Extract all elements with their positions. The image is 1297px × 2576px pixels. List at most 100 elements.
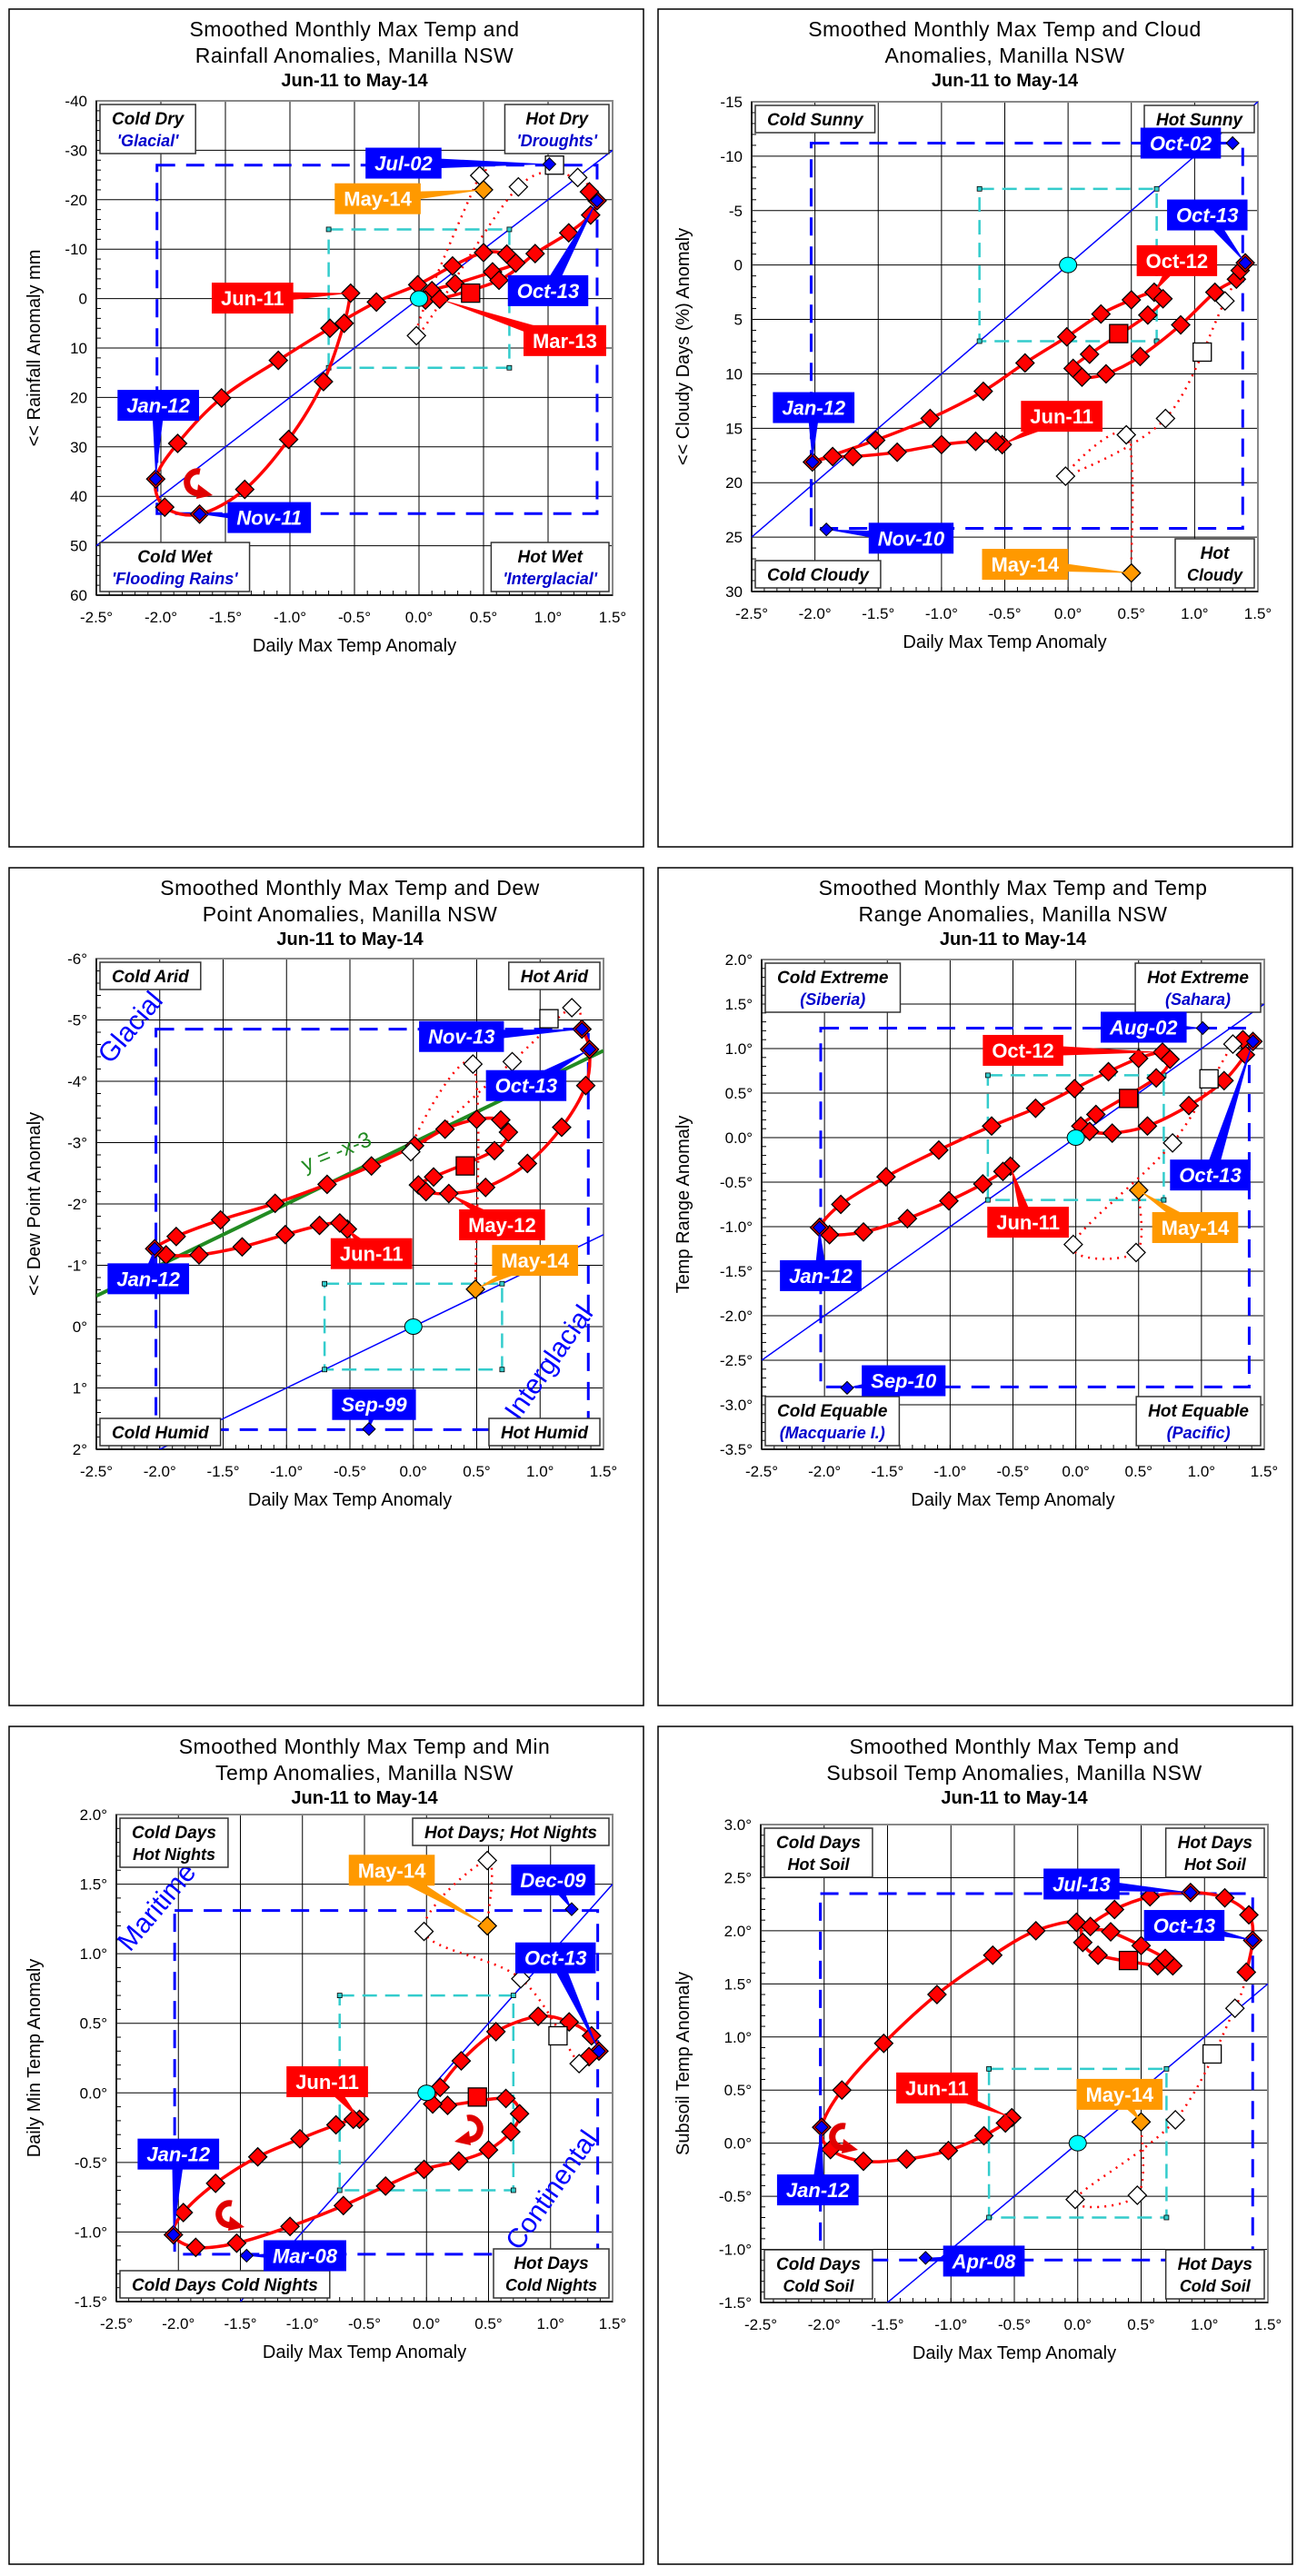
quadrant-title: Hot Arid (521, 968, 589, 987)
callout-box (286, 2066, 368, 2098)
quadrant-title: Hot Sunny (1156, 111, 1243, 130)
normal-box-corner (336, 2187, 343, 2193)
smoothed-point (415, 1181, 436, 1202)
quadrant-label-bl: Cold Equable (Macquarie I.) (764, 1396, 901, 1447)
quadrant-label-tr: Hot Dry 'Droughts' (504, 104, 610, 154)
x-tick-label: -2.0° (799, 605, 832, 622)
callout-box (862, 1365, 946, 1397)
x-tick-label: -2.5° (100, 2315, 133, 2332)
quadrant-box (99, 961, 202, 990)
callout-box (511, 1864, 595, 1895)
quadrant-subtitle: (Sahara) (1165, 990, 1231, 1009)
smoothed-point (466, 1109, 487, 1129)
y-tick-label: 60 (70, 587, 87, 604)
normal-box-corner (986, 2214, 993, 2221)
callout-blue: Jan-12 (773, 392, 855, 470)
callout-red: Jun-11 (896, 2072, 1013, 2118)
chart-title-line: Range Anomalies, Manilla NSW (859, 902, 1168, 926)
direction-arrowhead-icon (196, 484, 213, 499)
y-tick-label: 2.0° (724, 1923, 752, 1940)
quadrant-title: Cold Extreme (777, 969, 889, 988)
smoothed-point (993, 1161, 1013, 1182)
callout-label: Apr-08 (952, 2250, 1016, 2273)
callout-blue: Jan-12 (780, 1220, 862, 1291)
record-extreme-point (1183, 1885, 1198, 1900)
chart-title-line: Smoothed Monthly Max Temp and (849, 1735, 1179, 1758)
smoothed-point (443, 255, 463, 276)
record-extreme-point (542, 156, 557, 172)
callout-label: Jun-11 (295, 2071, 359, 2094)
callout-box (987, 1207, 1069, 1238)
callout-box (332, 1388, 416, 1420)
y-tick-label: -10 (65, 241, 87, 258)
provisional-point (508, 176, 529, 197)
callout-pointer (152, 404, 165, 480)
x-axis-label: Daily Max Temp Anomaly (248, 1490, 452, 1510)
chart-svg: Smoothed Monthly Max Temp and Subsoil Tem… (657, 1726, 1293, 2565)
x-tick-label: 0.5° (463, 1463, 490, 1480)
callout-label: Oct-13 (1176, 204, 1238, 227)
quadrant-label-br: Hot Cloudy (1174, 538, 1255, 589)
smoothed-point (226, 2233, 247, 2253)
callout-red: Jun-11 (286, 2066, 368, 2120)
y-tick-label: 0.5° (80, 2015, 107, 2033)
chart-title-line: Point Anomalies, Manilla NSW (203, 902, 498, 926)
smoothed-point (579, 182, 600, 203)
smoothed-point (1239, 1905, 1259, 1925)
smoothed-mean-marker (1119, 1089, 1139, 1109)
smoothed-point (414, 2159, 434, 2180)
callout-box (330, 1238, 413, 1269)
callout-label: May-14 (991, 553, 1059, 576)
x-tick-label: 1.0° (1188, 1463, 1215, 1480)
smoothed-point (501, 2122, 521, 2143)
x-tick-label: -1.5° (206, 1463, 239, 1480)
callout-box (896, 2072, 978, 2104)
smoothed-point (1079, 1121, 1100, 1142)
quadrant-label-br: Hot Wet 'Interglacial' (490, 542, 610, 592)
callout-label: May-14 (1085, 2084, 1153, 2106)
quadrant-title: Cold Days (132, 1824, 216, 1843)
callouts: Oct-02 Oct-13 Oct-12 Jan-12 Jun-11 Nov-10 May-… (773, 127, 1252, 581)
x-tick-label: 0.0° (400, 1463, 427, 1480)
callouts: Jul-02 May-14 Jun-11 Oct-13 Mar-13 Jan-12 Nov-… (117, 147, 606, 533)
smoothed-point (1146, 1068, 1167, 1089)
callout-label: Jun-11 (221, 287, 284, 310)
quadrant-label-tr: Hot Days Hot Soil (1164, 1827, 1265, 1878)
quadrant-box (99, 104, 196, 154)
callout-blue: Sep-99 (332, 1388, 416, 1437)
callout-label: Jan-12 (116, 1268, 180, 1290)
callout-box (507, 274, 589, 306)
quadrant-label-tl: Cold Sunny (754, 104, 876, 134)
markers (812, 1882, 1263, 2210)
smoothed-point (189, 1245, 209, 1265)
provisional-point (401, 1141, 421, 1162)
y-tick-label: -3.5° (720, 1441, 753, 1458)
quadrant-box (1164, 1827, 1265, 1878)
quadrant-title: Hot Wet (517, 548, 583, 567)
callout-blue: Nov-10 (819, 522, 954, 554)
callout-blue: Oct-02 (1140, 127, 1240, 159)
normal-box-corner (1153, 185, 1160, 192)
markers (809, 1029, 1263, 1263)
callout-box (1167, 199, 1248, 231)
smoothed-point (973, 381, 993, 402)
y-tick-label: 0.5° (725, 1085, 753, 1102)
smoothed-point (434, 1119, 455, 1139)
callout-blue: Oct-13 (507, 194, 604, 306)
smoothed-point (498, 1122, 519, 1142)
quadrant-labels: Cold Sunny Hot Sunny Cold Cloudy Hot Cloudy (754, 104, 1255, 589)
provisional-point (1063, 1234, 1083, 1255)
quadrant-label-tr: Hot Arid (508, 961, 601, 990)
y-tick-label: 1.5° (724, 1975, 752, 1993)
smoothed-point (897, 1208, 918, 1229)
provisional-point (1162, 1132, 1182, 1153)
quadrant-box (754, 104, 876, 134)
y-tick-label: -0.5° (720, 1174, 753, 1191)
chart-panel: Smoothed Monthly Max Temp and Dew Point A… (0, 859, 649, 1717)
smoothed-point (309, 1215, 330, 1236)
callout-orange: May-14 (348, 1855, 488, 1926)
smoothed-point (1073, 1932, 1093, 1953)
x-tick-label: -2.5° (735, 605, 768, 622)
record-extreme-point (362, 1422, 376, 1437)
callout-blue: Nov-13 (419, 1020, 589, 1052)
